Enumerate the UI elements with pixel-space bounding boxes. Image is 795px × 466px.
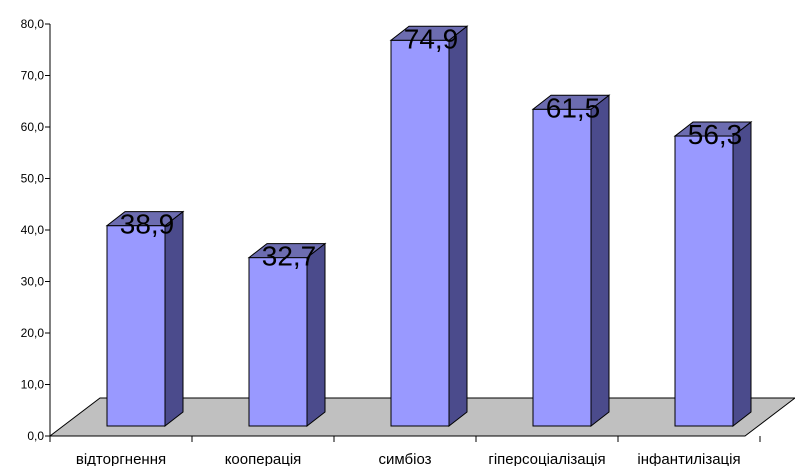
bar — [531, 94, 611, 428]
x-category-label: гіперсоціалізація — [488, 451, 605, 466]
bar — [247, 242, 327, 428]
y-tick-label: 0,0 — [27, 429, 44, 443]
data-label: 56,3 — [688, 119, 743, 150]
bar-top — [105, 211, 185, 227]
bar — [389, 25, 469, 428]
bar-side — [448, 25, 468, 428]
data-label: 38,9 — [120, 209, 175, 240]
x-category-label: інфантилізація — [637, 451, 740, 466]
data-label: 74,9 — [404, 23, 459, 54]
y-tick-label: 30,0 — [21, 275, 45, 289]
y-tick-label: 40,0 — [21, 223, 45, 237]
chart-axes: 0,0 10,0 20,0 30,0 40,0 50,0 60,0 70,0 80,0 — [21, 17, 761, 443]
data-label: 61,5 — [546, 92, 601, 123]
bar-side — [164, 210, 184, 428]
x-category-label: симбіоз — [379, 451, 432, 466]
bar-front — [106, 225, 166, 427]
chart-labels: 38,9 відторгнення 32,7 кооперація 74,9 симбіо… — [76, 23, 742, 466]
y-tick-label: 10,0 — [21, 378, 45, 392]
bar-top — [531, 94, 611, 110]
bar — [105, 210, 185, 428]
y-tick-label: 70,0 — [21, 69, 45, 83]
y-tick-label: 50,0 — [21, 172, 45, 186]
bar-side — [732, 121, 752, 428]
bar-side — [590, 94, 610, 428]
bar-front — [248, 257, 308, 427]
y-tick-label: 20,0 — [21, 326, 45, 340]
x-category-label: кооперація — [225, 451, 302, 466]
bar — [673, 121, 753, 428]
y-tick-label: 60,0 — [21, 120, 45, 134]
bar-top — [389, 25, 469, 41]
x-category-label: відторгнення — [76, 451, 166, 466]
bar-top — [673, 121, 753, 137]
bar-top — [247, 243, 327, 259]
bar-front — [532, 108, 592, 427]
bar-front — [390, 39, 450, 427]
chart-bars — [105, 25, 753, 428]
bar-front — [674, 135, 734, 427]
data-label: 32,7 — [262, 241, 317, 272]
y-tick-label: 80,0 — [21, 17, 45, 31]
